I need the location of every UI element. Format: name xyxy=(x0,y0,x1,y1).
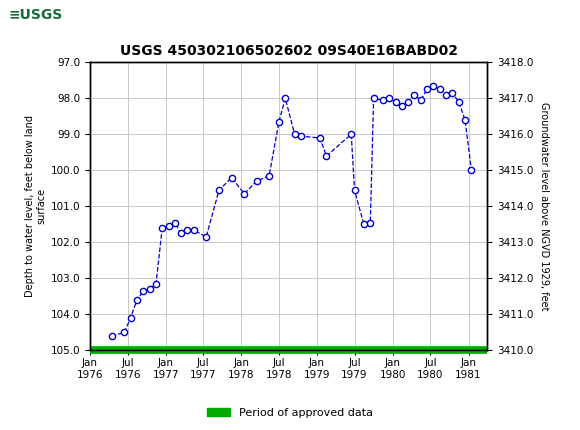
Y-axis label: Groundwater level above NGVD 1929, feet: Groundwater level above NGVD 1929, feet xyxy=(539,102,549,310)
Title: USGS 450302106502602 09S40E16BABD02: USGS 450302106502602 09S40E16BABD02 xyxy=(119,44,458,58)
Legend: Period of approved data: Period of approved data xyxy=(203,403,377,422)
FancyBboxPatch shape xyxy=(6,2,81,27)
Y-axis label: Depth to water level, feet below land
surface: Depth to water level, feet below land su… xyxy=(25,115,46,298)
Text: ≡USGS: ≡USGS xyxy=(9,8,63,22)
